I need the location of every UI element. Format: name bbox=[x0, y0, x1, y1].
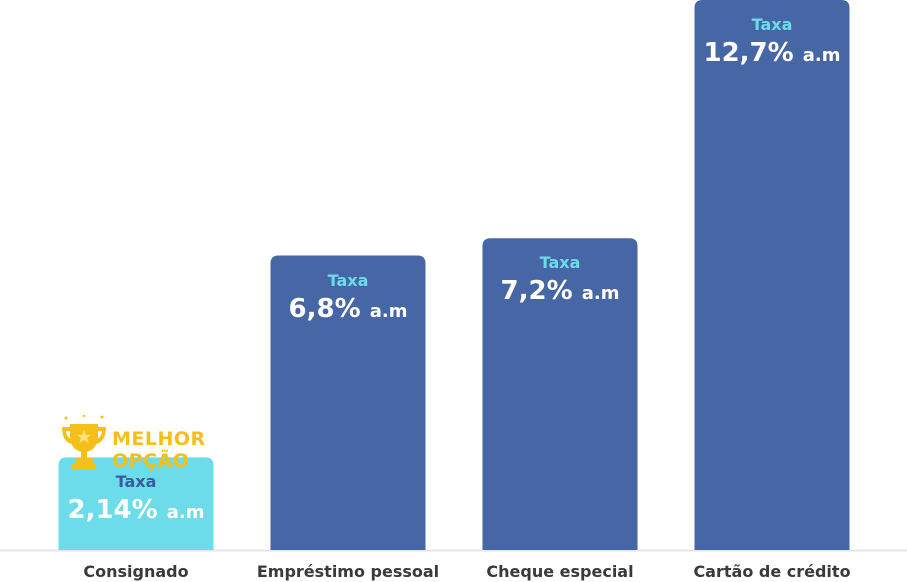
bar-value-label: Taxa 6,8% a.m bbox=[271, 271, 426, 327]
category-label: Cheque especial bbox=[486, 562, 634, 581]
bar bbox=[270, 255, 426, 550]
bar-unit: a.m bbox=[802, 45, 841, 66]
bar-value-label: Taxa 2,14% a.m bbox=[59, 472, 214, 528]
bar-unit: a.m bbox=[581, 283, 620, 305]
bar-value: 7,2% bbox=[500, 276, 582, 307]
category-label: Empréstimo pessoal bbox=[256, 562, 440, 581]
badge-text: MELHOR OPÇÃO bbox=[112, 428, 206, 472]
bar-value: 6,8% bbox=[288, 293, 370, 324]
bar-caption: Taxa bbox=[751, 15, 793, 34]
bar-unit: a.m bbox=[369, 300, 408, 322]
bar bbox=[694, 0, 850, 550]
bar-caption: Taxa bbox=[115, 472, 157, 492]
trophy-icon bbox=[62, 414, 106, 469]
badge-line-1: MELHOR bbox=[112, 428, 206, 450]
bar bbox=[482, 238, 638, 551]
bar-value-label: Taxa 12,7% a.m bbox=[695, 15, 850, 71]
bar-caption: Taxa bbox=[539, 253, 581, 273]
bar-value: 12,7% bbox=[703, 38, 803, 68]
bar-caption: Taxa bbox=[327, 270, 369, 290]
badge-line-2: OPÇÃO bbox=[112, 450, 190, 472]
bar-value-label: Taxa 7,2% a.m bbox=[483, 253, 638, 309]
bar-unit: a.m bbox=[166, 502, 205, 524]
category-label: Consignado bbox=[83, 562, 189, 581]
bar bbox=[58, 457, 214, 550]
best-option-badge: MELHOR OPÇÃO bbox=[58, 414, 218, 474]
category-label: Cartão de crédito bbox=[693, 562, 851, 581]
bar-value: 2,14% bbox=[67, 495, 167, 526]
